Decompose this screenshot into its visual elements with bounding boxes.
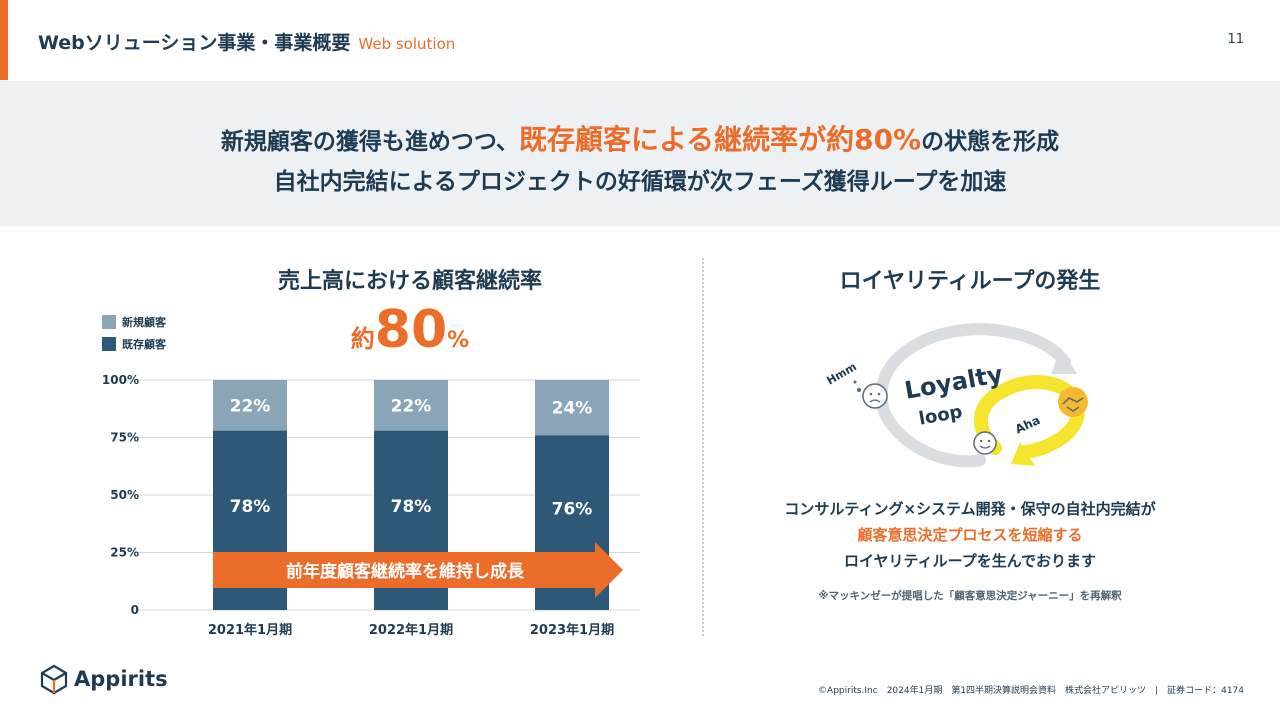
y-tick-label: 25% (110, 546, 139, 560)
stacked-bar-chart: 0 25% 50% 75% 100% 22% 78% 2021年1月期 22% 78% 2022年1… (102, 373, 640, 638)
banner-line-1: 新規顧客の獲得も進めつつ、既存顧客による継続率が約80%の状態を形成 (0, 118, 1280, 158)
retention-rate-number: 80 (374, 300, 448, 360)
slide-title-sub: Web solution (358, 35, 456, 53)
page-number: 11 (1227, 32, 1244, 47)
loyalty-loop-illustration: Loyalty loop Hmm Aha (825, 323, 1088, 468)
retention-rate-prefix: 約 (350, 325, 375, 353)
bar-new (213, 380, 287, 431)
y-tick-label: 75% (110, 431, 139, 445)
data-label-existing: 76% (552, 500, 593, 520)
happy-face-icon (973, 431, 997, 455)
legend-swatch-new (102, 315, 116, 329)
growth-arrow-label: 前年度顧客継続率を維持し成長 (286, 561, 525, 582)
data-label-new: 22% (230, 396, 271, 416)
description-line-3: ロイヤリティループを生んでおります (843, 552, 1096, 570)
hmm-text: Hmm (825, 360, 859, 387)
sad-face-icon (853, 380, 888, 409)
description-line-2: 顧客意思決定プロセスを短縮する (857, 526, 1083, 544)
handshake-icon (1058, 387, 1088, 417)
data-label-new: 22% (391, 396, 432, 416)
x-tick-label: 2022年1月期 (369, 622, 453, 638)
retention-rate-suffix: % (447, 328, 470, 353)
chart-title: 売上高における顧客継続率 (277, 269, 542, 294)
growth-arrow (213, 542, 623, 598)
aha-text: Aha (1013, 413, 1042, 437)
data-label-existing: 78% (230, 497, 271, 517)
section-divider (702, 258, 704, 636)
retention-rate-callout: 約80% (300, 300, 520, 360)
data-label-new: 24% (552, 399, 593, 419)
banner-line-2: 自社内完結によるプロジェクトの好循環が次フェーズ獲得ループを加速 (273, 169, 1007, 195)
legend-label-existing: 既存顧客 (122, 338, 166, 351)
y-tick-label: 0 (131, 603, 139, 617)
description-line-1: コンサルティング×システム開発・保守の自社内完結が (784, 500, 1156, 518)
bar-new (535, 380, 609, 436)
company-logo: Appirits (40, 664, 168, 694)
bar-new (374, 380, 448, 431)
y-tick-label: 100% (102, 373, 139, 387)
footer-text: ©Appirits.Inc 2024年1月期 第1四半期決算説明会資料 株式会社… (818, 686, 1244, 696)
loyalty-loop-title: ロイヤリティループの発生 (839, 269, 1101, 294)
loop-word-2: loop (917, 401, 964, 429)
logo-wordmark: Appirits (74, 667, 168, 691)
cube-logo-icon (40, 664, 68, 694)
message-banner (0, 81, 1280, 226)
gray-loop-arc (875, 323, 1077, 468)
y-tick-label: 50% (110, 488, 139, 502)
banner-line-1-post: の状態を形成 (921, 129, 1060, 155)
banner-line-1-pre: 新規顧客の獲得も進めつつ、 (220, 129, 519, 155)
slide-title-main: Webソリューション事業・事業概要 (38, 32, 351, 54)
slide-title: Webソリューション事業・事業概要 Web solution (38, 28, 455, 55)
footnote: ※マッキンゼーが提唱した「顧客意思決定ジャーニー」を再解釈 (818, 590, 1122, 602)
legend-label-new: 新規顧客 (122, 316, 166, 329)
legend-item-existing: 既存顧客 (102, 336, 166, 352)
legend-item-new: 新規顧客 (102, 314, 166, 330)
legend-swatch-existing (102, 337, 116, 351)
banner-line-1-highlight: 既存顧客による継続率が約80% (518, 123, 922, 156)
x-tick-label: 2021年1月期 (208, 622, 292, 638)
data-label-existing: 78% (391, 497, 432, 517)
x-tick-label: 2023年1月期 (530, 622, 614, 638)
accent-bar (0, 0, 8, 80)
